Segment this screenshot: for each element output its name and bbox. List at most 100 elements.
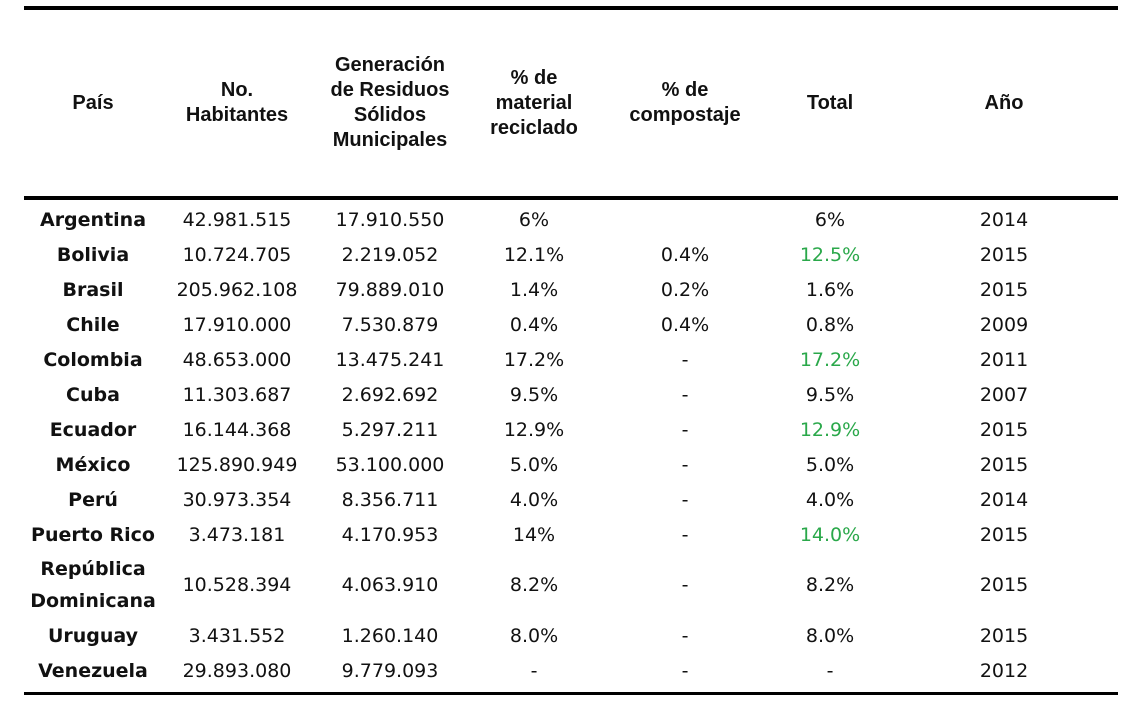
residuos-cell: 1.260.140 <box>341 624 439 647</box>
compostaje-cell: - <box>681 488 689 511</box>
anio-cell: 2012 <box>979 659 1029 682</box>
reciclado-cell: 0.4% <box>509 313 559 336</box>
anio-cell: 2015 <box>979 574 1029 596</box>
residuos-cell: 9.779.093 <box>341 659 439 682</box>
header-rule <box>24 196 1118 200</box>
habitantes-cell: 205.962.108 <box>176 278 298 301</box>
table-row: República Dominicana 10.528.394 4.063.910 8… <box>24 552 1118 618</box>
country-cell: Uruguay <box>47 624 139 647</box>
anio-cell: 2015 <box>979 243 1029 266</box>
residuos-cell: 7.530.879 <box>341 313 439 336</box>
anio-cell: 2014 <box>979 488 1029 511</box>
country-cell: Brasil <box>62 278 124 301</box>
header-residuos: Generación de Residuos Sólidos Municipal… <box>330 54 450 151</box>
total-cell: 4.0% <box>805 488 855 511</box>
habitantes-cell: 29.893.080 <box>182 659 292 682</box>
reciclado-cell: 1.4% <box>509 278 559 301</box>
total-cell: 6% <box>814 208 846 231</box>
country-cell: Puerto Rico <box>31 523 155 546</box>
habitantes-cell: 125.890.949 <box>176 453 298 476</box>
table-row: Puerto Rico 3.473.181 4.170.953 14% - 14.0% 20… <box>24 517 1118 552</box>
habitantes-cell: 42.981.515 <box>182 208 292 231</box>
compostaje-cell: - <box>681 418 689 441</box>
reciclado-cell: 8.0% <box>509 624 559 647</box>
compostaje-cell: - <box>681 659 689 682</box>
top-rule <box>24 6 1118 10</box>
reciclado-cell: 14% <box>512 523 556 546</box>
residuos-cell: 2.219.052 <box>341 243 439 266</box>
residuos-cell: 4.063.910 <box>341 574 439 596</box>
habitantes-cell: 48.653.000 <box>182 348 292 371</box>
table-row: Argentina 42.981.515 17.910.550 6% 6% 2014 <box>24 202 1118 237</box>
compostaje-cell: 0.2% <box>660 278 710 301</box>
table-row: Bolivia 10.724.705 2.219.052 12.1% 0.4% 12.5%… <box>24 237 1118 272</box>
habitantes-cell: 30.973.354 <box>182 488 292 511</box>
table-row: Perú 30.973.354 8.356.711 4.0% - 4.0% 2014 <box>24 482 1118 517</box>
table-row: Uruguay 3.431.552 1.260.140 8.0% - 8.0% 2015 <box>24 618 1118 653</box>
habitantes-cell: 10.528.394 <box>182 574 292 596</box>
compostaje-cell: 0.4% <box>660 313 710 336</box>
total-cell: 14.0% <box>799 523 861 546</box>
residuos-cell: 8.356.711 <box>341 488 439 511</box>
compostaje-cell: - <box>681 348 689 371</box>
country-cell: República Dominicana <box>30 558 156 612</box>
country-cell: Venezuela <box>38 659 148 682</box>
residuos-cell: 53.100.000 <box>335 453 445 476</box>
habitantes-cell: 3.431.552 <box>188 624 286 647</box>
waste-table: País No. Habitantes Generación de Residu… <box>24 6 1118 695</box>
anio-cell: 2014 <box>979 208 1029 231</box>
residuos-cell: 5.297.211 <box>341 418 439 441</box>
anio-cell: 2015 <box>979 453 1029 476</box>
reciclado-cell: 9.5% <box>509 383 559 406</box>
reciclado-cell: - <box>530 659 538 682</box>
header-anio: Año <box>984 91 1024 114</box>
total-cell: 8.2% <box>805 574 855 596</box>
total-cell: - <box>826 659 834 682</box>
country-cell: México <box>55 453 131 476</box>
total-cell: 1.6% <box>805 278 855 301</box>
country-cell: Ecuador <box>49 418 137 441</box>
reciclado-cell: 6% <box>518 208 550 231</box>
habitantes-cell: 10.724.705 <box>182 243 292 266</box>
total-cell: 12.5% <box>799 243 861 266</box>
table-row: Brasil 205.962.108 79.889.010 1.4% 0.2% 1.6% 2… <box>24 272 1118 307</box>
residuos-cell: 13.475.241 <box>335 348 445 371</box>
header-total: Total <box>806 91 854 114</box>
anio-cell: 2015 <box>979 624 1029 647</box>
header-habitantes: No. Habitantes <box>185 79 289 126</box>
table-row: Colombia 48.653.000 13.475.241 17.2% - 17.2% 2… <box>24 342 1118 377</box>
compostaje-cell: - <box>681 453 689 476</box>
country-cell: Argentina <box>39 208 147 231</box>
header-pais: País <box>72 91 114 114</box>
table-body: Argentina 42.981.515 17.910.550 6% 6% 2014 Bol… <box>24 200 1118 692</box>
compostaje-cell: - <box>681 523 689 546</box>
habitantes-cell: 11.303.687 <box>182 383 292 406</box>
country-cell: Chile <box>66 313 120 336</box>
total-cell: 17.2% <box>799 348 861 371</box>
header-compostaje: % de compostaje <box>629 79 741 126</box>
total-cell: 12.9% <box>799 418 861 441</box>
compostaje-cell: - <box>681 624 689 647</box>
anio-cell: 2015 <box>979 418 1029 441</box>
total-cell: 5.0% <box>805 453 855 476</box>
reciclado-cell: 8.2% <box>509 574 559 596</box>
table-row: Venezuela 29.893.080 9.779.093 - - - 2012 <box>24 653 1118 688</box>
anio-cell: 2007 <box>979 383 1029 406</box>
table-row: Cuba 11.303.687 2.692.692 9.5% - 9.5% 2007 <box>24 377 1118 412</box>
header-reciclado: % de material reciclado <box>490 66 578 139</box>
country-cell: Bolivia <box>56 243 130 266</box>
reciclado-cell: 12.1% <box>503 243 565 266</box>
residuos-cell: 4.170.953 <box>341 523 439 546</box>
anio-cell: 2009 <box>979 313 1029 336</box>
total-cell: 9.5% <box>805 383 855 406</box>
compostaje-cell: - <box>681 383 689 406</box>
reciclado-cell: 5.0% <box>509 453 559 476</box>
anio-cell: 2015 <box>979 523 1029 546</box>
compostaje-cell: 0.4% <box>660 243 710 266</box>
bottom-rule <box>24 692 1118 695</box>
habitantes-cell: 16.144.368 <box>182 418 292 441</box>
habitantes-cell: 17.910.000 <box>182 313 292 336</box>
country-cell: Colombia <box>43 348 143 371</box>
table-row: Chile 17.910.000 7.530.879 0.4% 0.4% 0.8% 2009 <box>24 307 1118 342</box>
reciclado-cell: 17.2% <box>503 348 565 371</box>
